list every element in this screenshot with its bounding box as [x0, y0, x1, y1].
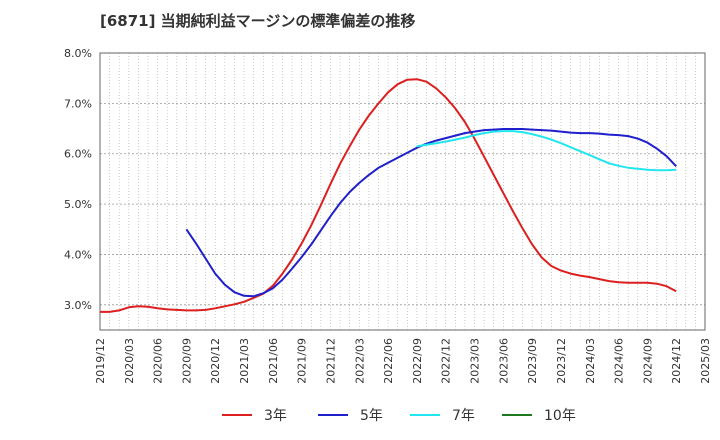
x-tick-label: 2024/03 [584, 338, 597, 384]
y-tick-label: 7.0% [64, 97, 92, 110]
legend-label-3: 10年 [544, 408, 576, 424]
y-tick-label: 5.0% [64, 198, 92, 211]
x-tick-label: 2023/09 [526, 338, 539, 384]
series-lines [100, 78, 677, 313]
series-line-2 [416, 130, 677, 172]
x-tick-label: 2019/12 [94, 338, 107, 384]
legend-label-0: 3年 [264, 408, 287, 424]
x-tick-label: 2020/09 [180, 338, 193, 384]
x-tick-label: 2021/06 [267, 338, 280, 384]
series-line-0 [100, 78, 677, 313]
x-tick-label: 2020/12 [209, 338, 222, 384]
y-tick-label: 3.0% [64, 299, 92, 312]
series-line-1 [185, 128, 677, 298]
x-tick-label: 2022/03 [353, 338, 366, 384]
x-tick-label: 2024/09 [641, 338, 654, 384]
x-tick-label: 2025/03 [699, 338, 712, 384]
legend-label-1: 5年 [360, 408, 383, 424]
x-tick-label: 2020/03 [123, 338, 136, 384]
x-tick-label: 2024/06 [613, 338, 626, 384]
x-tick-label: 2020/06 [152, 338, 165, 384]
x-tick-label: 2023/06 [497, 338, 510, 384]
x-tick-label: 2023/03 [469, 338, 482, 384]
plot-frame [99, 52, 706, 331]
x-tick-label: 2021/12 [324, 338, 337, 384]
y-tick-label: 4.0% [64, 248, 92, 261]
legend-label-2: 7年 [452, 408, 475, 424]
x-tick-label: 2024/12 [670, 338, 683, 384]
x-axis: 2019/12 2020/03 2020/06 2020/09 2020/12 2021/… [94, 338, 712, 384]
x-tick-label: 2021/03 [238, 338, 251, 384]
y-tick-label: 8.0% [64, 47, 92, 60]
y-axis: 3.0% 4.0% 5.0% 6.0% 7.0% 8.0% [64, 47, 92, 312]
y-tick-label: 6.0% [64, 148, 92, 161]
grid-lines [99, 52, 706, 330]
x-tick-label: 2022/09 [411, 338, 424, 384]
x-tick-label: 2023/12 [555, 338, 568, 384]
legend: 3年 5年 7年 10年 [222, 408, 576, 424]
x-tick-label: 2021/09 [296, 338, 309, 384]
chart-title: [6871] 当期純利益マージンの標準偏差の推移 [100, 12, 416, 30]
x-tick-label: 2022/12 [440, 338, 453, 384]
x-tick-label: 2022/06 [382, 338, 395, 384]
